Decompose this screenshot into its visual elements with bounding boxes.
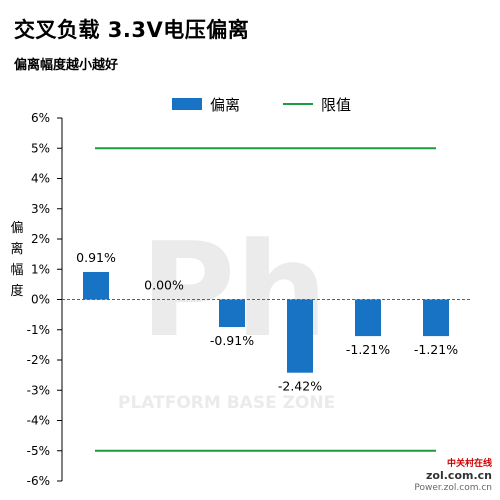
watermark-background-text: PLATFORM BASE ZONE	[118, 393, 335, 413]
data-label: 0.00%	[144, 278, 184, 293]
bar	[83, 271, 109, 300]
y-tick-label: 2%	[31, 232, 50, 246]
legend-item-deviation: 偏离	[172, 92, 240, 116]
legend-label-deviation: 偏离	[210, 95, 241, 114]
bar	[287, 299, 313, 373]
watermark-site-domain: zol.com.cn	[426, 469, 492, 482]
y-tick-label: -1%	[27, 323, 50, 337]
bar	[423, 299, 449, 337]
bar	[355, 299, 381, 337]
zol-watermark: 中关村在线 zol.com.cn Power.zol.com.cn	[400, 458, 492, 494]
watermark-site-cn: 中关村在线	[446, 459, 492, 469]
chart-subtitle: 偏离幅度越小越好	[14, 58, 119, 73]
y-tick-label: 0%	[31, 293, 50, 307]
watermark-site-sub: Power.zol.com.cn	[414, 483, 492, 493]
y-tick-label: 6%	[31, 111, 50, 125]
y-tick-label: -6%	[27, 474, 50, 488]
y-tick-label: 3%	[31, 202, 50, 216]
y-tick-label: 5%	[31, 141, 50, 155]
data-label: -1.21%	[414, 342, 458, 357]
data-label: 0.91%	[76, 250, 116, 265]
y-tick-label: -3%	[27, 383, 50, 397]
legend-bar-swatch	[172, 98, 202, 110]
y-axis-label: 偏离幅度	[10, 221, 24, 299]
legend: 偏离 限值	[0, 92, 500, 116]
y-tick-label: -4%	[27, 414, 50, 428]
legend-label-limit: 限值	[321, 95, 352, 114]
y-tick-label: -2%	[27, 353, 50, 367]
y-tick-label: -5%	[27, 444, 50, 458]
legend-line-swatch	[283, 103, 313, 105]
y-tick-label: 4%	[31, 172, 50, 186]
bar	[219, 299, 245, 328]
chart-title: 交叉负载 3.3V电压偏离	[14, 18, 250, 42]
data-label: -0.91%	[210, 333, 254, 348]
data-label: -2.42%	[278, 379, 322, 394]
data-label: -1.21%	[346, 342, 390, 357]
y-tick-label: 1%	[31, 262, 50, 276]
legend-item-limit: 限值	[283, 92, 351, 116]
